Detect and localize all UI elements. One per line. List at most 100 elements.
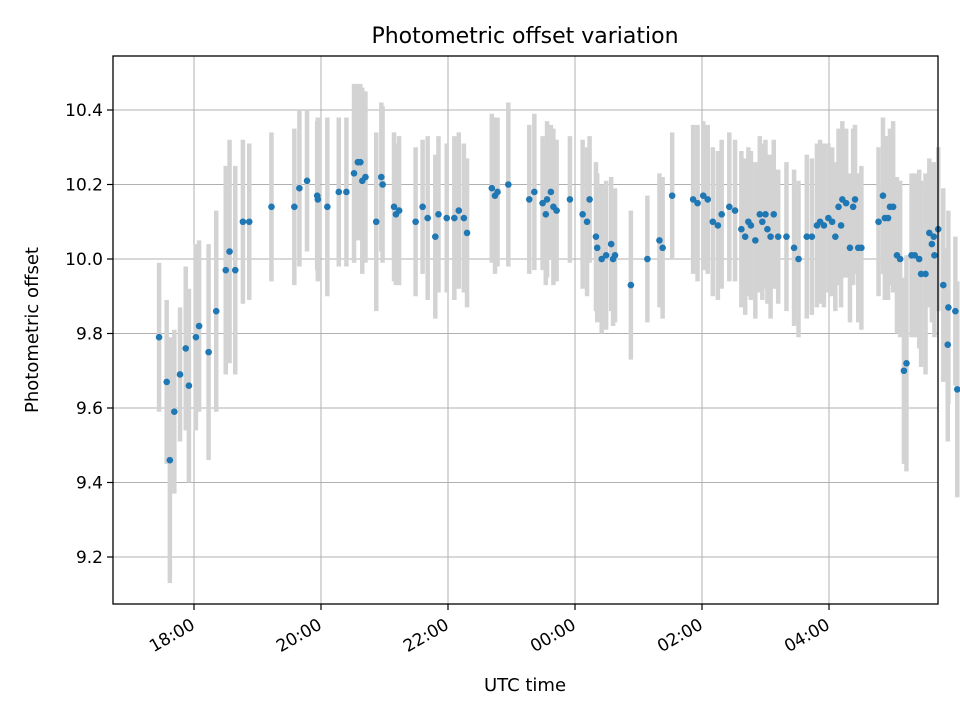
data-point (767, 233, 774, 240)
data-point (656, 237, 663, 244)
data-point (212, 307, 220, 315)
data-point (379, 181, 386, 188)
data-point (525, 196, 533, 203)
data-point (163, 378, 170, 386)
data-point (598, 255, 605, 263)
data-point (930, 233, 938, 240)
data-point (451, 214, 458, 222)
data-point (922, 270, 929, 278)
data-point (245, 218, 253, 226)
data-point (378, 173, 385, 181)
plot-frame (112, 55, 939, 605)
data-point (790, 244, 798, 252)
data-point (900, 367, 908, 375)
data-point (846, 244, 854, 252)
data-point (837, 222, 845, 229)
data-point (390, 203, 398, 211)
data-point (659, 244, 666, 252)
y-tick-label: 9.8 (76, 325, 103, 345)
data-point (689, 196, 697, 203)
data-point (291, 203, 298, 211)
data-point (945, 304, 952, 311)
data-point (764, 225, 771, 233)
data-point (602, 251, 610, 259)
data-point (231, 266, 239, 274)
data-point (222, 266, 230, 274)
data-point (531, 188, 538, 196)
data-point (296, 184, 303, 192)
data-points (155, 158, 960, 464)
data-point (586, 196, 593, 203)
data-point (424, 214, 431, 222)
data-point (884, 214, 892, 222)
data-point (828, 218, 836, 226)
data-point (699, 192, 707, 199)
data-point (419, 203, 426, 211)
data-point (835, 203, 842, 211)
data-point (463, 229, 471, 237)
data-point (759, 218, 766, 226)
data-point (166, 456, 174, 464)
data-point (583, 218, 591, 226)
y-axis-label: Photometric offset (22, 247, 43, 413)
data-point (756, 211, 764, 218)
data-point (889, 203, 897, 211)
data-point (182, 345, 190, 352)
data-point (668, 192, 676, 199)
x-axis-label: UTC time (484, 675, 566, 696)
data-point (579, 211, 586, 218)
data-point (704, 196, 712, 203)
data-point (747, 222, 755, 229)
data-point (875, 218, 882, 226)
data-point (435, 211, 442, 218)
data-point (803, 233, 811, 240)
y-tick-label: 10.0 (65, 250, 103, 270)
data-point (611, 251, 619, 259)
data-point (543, 196, 551, 203)
data-point (176, 371, 184, 378)
data-point (915, 255, 923, 263)
data-point (795, 255, 802, 263)
data-point (592, 233, 600, 240)
data-point (842, 199, 850, 207)
data-point (714, 222, 722, 229)
data-point (953, 386, 960, 393)
data-point (903, 360, 910, 367)
data-point (752, 237, 759, 244)
data-point (718, 211, 725, 218)
data-point (547, 188, 555, 196)
data-point (314, 196, 322, 203)
data-point (944, 341, 952, 348)
data-point (488, 184, 496, 192)
data-point (343, 188, 350, 196)
data-point (940, 281, 947, 289)
data-point (335, 188, 343, 196)
data-point (539, 199, 546, 207)
data-point (741, 233, 749, 240)
data-point (494, 188, 501, 196)
y-tick-label: 10.2 (65, 176, 103, 196)
data-point (774, 233, 782, 240)
data-point (412, 218, 419, 226)
data-point (357, 158, 364, 166)
data-point (738, 225, 745, 233)
data-point (350, 170, 358, 177)
data-point (952, 307, 959, 315)
data-point (644, 255, 651, 263)
data-point (928, 240, 936, 248)
data-point (627, 281, 635, 289)
data-point (566, 196, 574, 203)
data-point (205, 348, 212, 356)
data-point (851, 196, 859, 203)
data-point (731, 207, 739, 214)
data-point (849, 203, 857, 211)
data-point (303, 177, 311, 185)
data-point (155, 333, 163, 341)
y-tick-label: 9.4 (76, 474, 103, 494)
data-point (607, 240, 615, 248)
y-tick-label: 9.6 (76, 399, 103, 419)
chart-title: Photometric offset variation (371, 24, 678, 49)
data-point (858, 244, 865, 252)
